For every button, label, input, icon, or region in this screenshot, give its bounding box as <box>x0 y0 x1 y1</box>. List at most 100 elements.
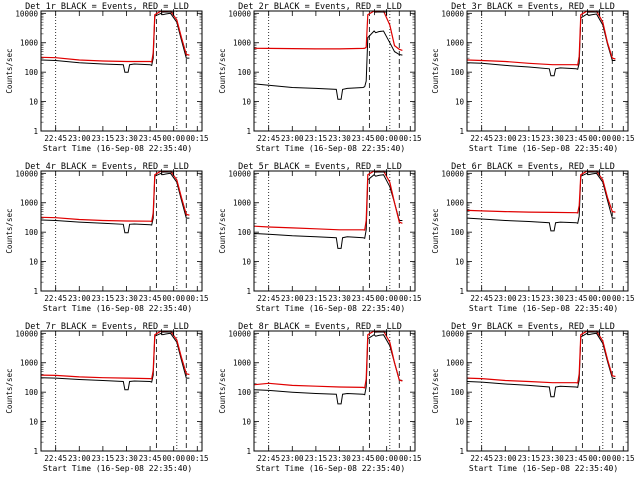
axes-frame <box>40 10 203 132</box>
y-tick-label: 10 <box>29 258 39 267</box>
y-axis-label: Counts/sec <box>218 368 227 413</box>
chart-title: Det 2r BLACK = Events, RED = LLD <box>238 2 402 12</box>
x-tick-label: 22:45 <box>470 134 493 143</box>
y-axis-label: Counts/sec <box>5 48 14 93</box>
x-tick-label: 00:15 <box>399 134 422 143</box>
x-tick-label: 23:15 <box>518 454 541 463</box>
axes-frame <box>40 170 203 292</box>
y-tick-label: 10 <box>29 418 39 427</box>
x-tick-label: 23:45 <box>565 134 588 143</box>
chart-title: Det 6r BLACK = Events, RED = LLD <box>451 162 615 172</box>
x-axis-label: Start Time (16-Sep-08 22:35:40) <box>256 464 405 473</box>
detector-chart: Det 1r BLACK = Events, RED = LLD 1 10 100 10… <box>5 2 209 153</box>
x-tick-label: 23:30 <box>541 134 564 143</box>
x-tick-label: 23:30 <box>328 294 351 303</box>
x-axis-label: Start Time (16-Sep-08 22:35:40) <box>469 464 618 473</box>
chart-title: Det 7r BLACK = Events, RED = LLD <box>25 322 189 332</box>
y-tick-label: 1 <box>246 127 251 136</box>
y-tick-label: 10000 <box>441 169 464 178</box>
y-axis-label: Counts/sec <box>431 368 440 413</box>
y-tick-label: 10000 <box>15 329 38 338</box>
x-tick-label: 00:15 <box>612 454 635 463</box>
detector-chart: Det 8r BLACK = Events, RED = LLD 1 10 100 10… <box>218 322 422 473</box>
y-tick-label: 100 <box>24 68 38 77</box>
x-tick-label: 23:00 <box>494 134 517 143</box>
x-tick-label: 00:00 <box>162 294 185 303</box>
detector-chart: Det 7r BLACK = Events, RED = LLD 1 10 100 10… <box>5 322 209 473</box>
lld-series-line <box>254 10 403 51</box>
x-tick-label: 23:00 <box>494 454 517 463</box>
y-tick-label: 1000 <box>446 199 465 208</box>
x-tick-label: 23:45 <box>352 134 375 143</box>
y-tick-label: 10 <box>242 258 252 267</box>
y-tick-label: 1000 <box>233 199 252 208</box>
x-tick-label: 00:15 <box>612 134 635 143</box>
y-axis-label: Counts/sec <box>218 48 227 93</box>
y-tick-label: 1000 <box>20 199 39 208</box>
y-axis-label: Counts/sec <box>5 368 14 413</box>
lld-series-line <box>254 330 403 389</box>
x-tick-label: 23:15 <box>305 294 328 303</box>
x-tick-label: 22:45 <box>44 454 67 463</box>
x-tick-label: 22:45 <box>257 294 280 303</box>
axes-frame <box>466 330 629 452</box>
y-tick-label: 10000 <box>15 169 38 178</box>
y-tick-label: 1000 <box>20 39 39 48</box>
y-tick-label: 10 <box>455 418 465 427</box>
x-tick-label: 23:30 <box>541 294 564 303</box>
detector-panel: Det 9r BLACK = Events, RED = LLD 1 10 100 10… <box>426 320 639 480</box>
x-tick-label: 23:00 <box>494 294 517 303</box>
x-axis-label: Start Time (16-Sep-08 22:35:40) <box>469 144 618 153</box>
y-tick-label: 10000 <box>228 9 251 18</box>
x-tick-label: 00:15 <box>186 294 209 303</box>
lld-series-line <box>41 170 190 223</box>
y-tick-label: 10 <box>242 418 252 427</box>
x-tick-label: 23:00 <box>281 134 304 143</box>
axes-frame <box>466 170 629 292</box>
x-axis-label: Start Time (16-Sep-08 22:35:40) <box>43 464 192 473</box>
events-series-line <box>254 334 403 405</box>
x-tick-label: 00:15 <box>186 454 209 463</box>
chart-title: Det 8r BLACK = Events, RED = LLD <box>238 322 402 332</box>
x-tick-label: 23:30 <box>328 134 351 143</box>
y-axis-label: Counts/sec <box>431 48 440 93</box>
x-axis-label: Start Time (16-Sep-08 22:35:40) <box>43 144 192 153</box>
detector-chart: Det 2r BLACK = Events, RED = LLD 1 10 100 10… <box>218 2 422 153</box>
x-tick-label: 23:30 <box>115 454 138 463</box>
x-tick-label: 23:15 <box>518 294 541 303</box>
detector-chart: Det 6r BLACK = Events, RED = LLD 1 10 100 10… <box>431 162 635 313</box>
x-tick-label: 23:15 <box>305 134 328 143</box>
detector-panel: Det 4r BLACK = Events, RED = LLD 1 10 100 10… <box>0 160 213 320</box>
x-tick-label: 23:00 <box>68 454 91 463</box>
x-tick-label: 23:00 <box>68 294 91 303</box>
x-tick-label: 23:45 <box>139 134 162 143</box>
detector-panel: Det 7r BLACK = Events, RED = LLD 1 10 100 10… <box>0 320 213 480</box>
axes-frame <box>253 170 416 292</box>
y-tick-label: 1 <box>33 447 38 456</box>
y-tick-label: 10 <box>29 98 39 107</box>
x-tick-label: 00:00 <box>375 134 398 143</box>
x-tick-label: 23:15 <box>92 134 115 143</box>
x-tick-label: 23:15 <box>92 454 115 463</box>
x-tick-label: 00:00 <box>375 294 398 303</box>
events-series-line <box>41 12 190 73</box>
x-axis-label: Start Time (16-Sep-08 22:35:40) <box>256 304 405 313</box>
events-series-line <box>467 13 616 77</box>
y-tick-label: 1 <box>33 287 38 296</box>
axes-frame <box>253 10 416 132</box>
x-tick-label: 23:30 <box>328 454 351 463</box>
y-tick-label: 10000 <box>441 329 464 338</box>
y-axis-label: Counts/sec <box>431 208 440 253</box>
lld-series-line <box>254 170 403 231</box>
x-tick-label: 00:15 <box>399 454 422 463</box>
y-tick-label: 1000 <box>446 39 465 48</box>
x-tick-label: 22:45 <box>257 134 280 143</box>
chart-title: Det 9r BLACK = Events, RED = LLD <box>451 322 615 332</box>
y-tick-label: 10000 <box>15 9 38 18</box>
y-tick-label: 100 <box>450 228 464 237</box>
y-axis-label: Counts/sec <box>218 208 227 253</box>
events-series-line <box>41 172 190 234</box>
x-tick-label: 00:00 <box>162 454 185 463</box>
y-tick-label: 10000 <box>441 9 464 18</box>
axes-frame <box>466 10 629 132</box>
